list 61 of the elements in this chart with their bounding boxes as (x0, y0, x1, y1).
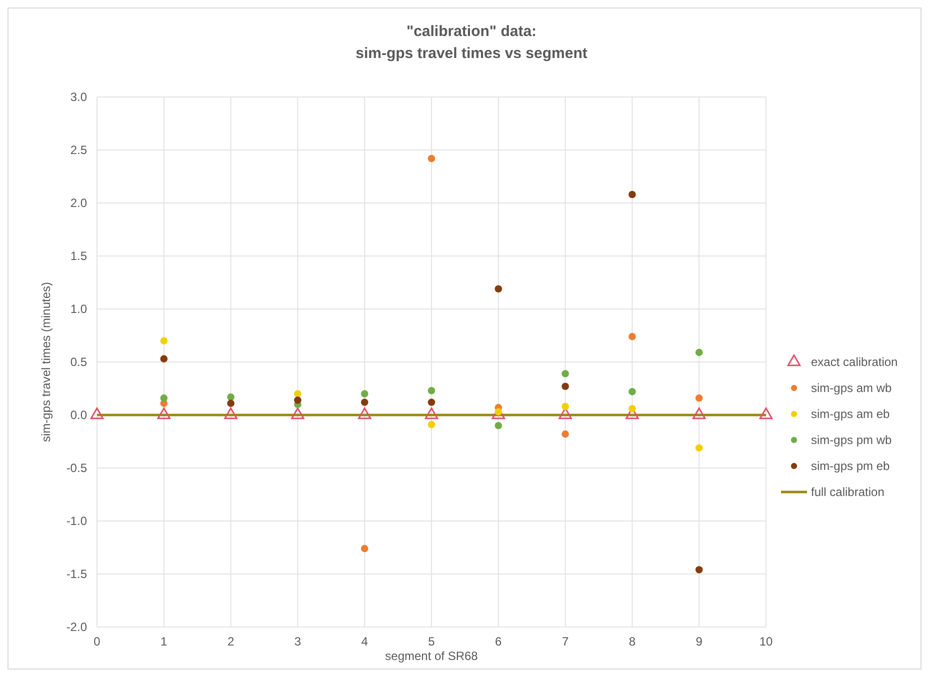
point (695, 444, 703, 452)
x-tick-label: 7 (562, 634, 569, 649)
y-tick-label: -1.0 (66, 514, 88, 528)
legend-label: sim-gps am eb (811, 407, 890, 421)
point (160, 337, 168, 344)
point (695, 394, 703, 402)
point (628, 332, 636, 340)
point (294, 390, 302, 398)
legend-label: exact calibration (811, 355, 898, 369)
legend-label: sim-gps pm wb (811, 433, 892, 447)
chart-subtitle: sim-gps travel times vs segment (356, 45, 588, 62)
chart-title: "calibration" data: (406, 23, 537, 40)
y-axis-title: sim-gps travel times (minutes) (39, 282, 53, 442)
x-tick-label: 5 (428, 634, 436, 649)
point (494, 285, 502, 293)
point (227, 393, 234, 401)
point (428, 154, 436, 162)
x-tick-label: 9 (696, 634, 703, 649)
y-tick-label: 1.0 (70, 302, 88, 316)
x-tick-label: 3 (294, 634, 302, 649)
x-axis-title: segment of SR68 (385, 649, 478, 663)
point (360, 390, 368, 398)
x-tick-label: 8 (628, 634, 636, 649)
point (628, 388, 636, 396)
y-tick-label: 2.0 (70, 196, 88, 210)
point (628, 404, 636, 412)
point (695, 348, 703, 356)
point (562, 382, 569, 390)
x-tick-label: 10 (759, 634, 773, 649)
point (562, 402, 569, 410)
point (160, 394, 168, 402)
point (494, 408, 502, 416)
y-tick-label: 1.5 (70, 248, 88, 263)
point (628, 190, 636, 198)
x-tick-label: 4 (361, 634, 368, 649)
point (360, 398, 368, 406)
x-tick-label: 2 (227, 634, 234, 649)
legend-label: sim-gps am wb (811, 381, 892, 395)
point (160, 355, 168, 362)
legend-label: full calibration (811, 485, 884, 499)
y-tick-label: -0.5 (66, 460, 88, 475)
x-tick-label: 1 (160, 634, 168, 649)
point (428, 386, 436, 394)
y-tick-label: -1.5 (66, 566, 88, 581)
point (428, 398, 436, 406)
y-tick-label: 0.0 (70, 408, 88, 422)
point (428, 420, 436, 428)
point (360, 544, 368, 552)
x-tick-label: 0 (94, 634, 101, 649)
y-tick-label: 2.5 (70, 142, 88, 157)
x-tick-label: 6 (495, 634, 502, 649)
point (294, 396, 302, 404)
y-tick-label: 0.5 (70, 354, 88, 369)
point (562, 430, 569, 438)
point (562, 370, 569, 378)
y-tick-label: -2.0 (66, 620, 88, 634)
point (695, 566, 703, 574)
y-tick-label: 3.0 (70, 90, 88, 104)
point (227, 400, 234, 407)
legend-label: sim-gps pm eb (811, 459, 890, 473)
point (494, 422, 502, 430)
